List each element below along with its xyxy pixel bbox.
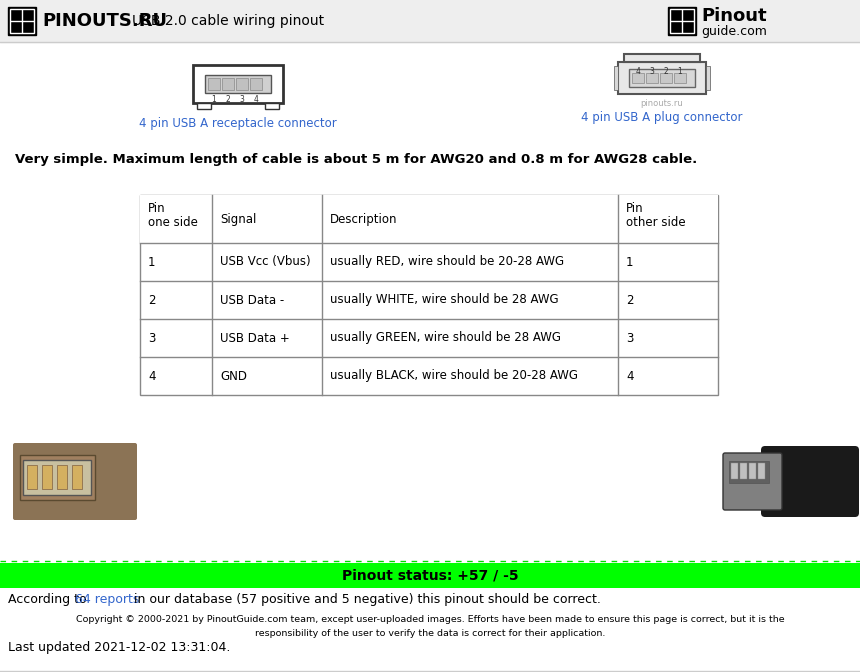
Text: usually GREEN, wire should be 28 AWG: usually GREEN, wire should be 28 AWG (330, 331, 561, 345)
Text: 2: 2 (148, 294, 156, 306)
Bar (618, 62, 706, 94)
Text: 4: 4 (254, 95, 259, 103)
Text: Pin: Pin (626, 202, 643, 216)
Text: guide.com: guide.com (701, 24, 767, 38)
Bar (10, 9, 34, 33)
Text: PINOUTS.RU: PINOUTS.RU (42, 12, 167, 30)
Text: According to: According to (8, 593, 90, 607)
Bar (193, 65, 283, 103)
Bar (140, 195, 718, 395)
Text: pinouts.ru: pinouts.ru (641, 99, 684, 108)
Text: 64 reports: 64 reports (75, 593, 139, 607)
Text: Signal: Signal (220, 212, 256, 226)
Text: 4: 4 (636, 67, 641, 77)
Bar (0, 0, 860, 42)
Bar (8, 7, 36, 35)
Bar (632, 73, 644, 83)
Text: Very simple. Maximum length of cable is about 5 m for AWG20 and 0.8 m for AWG28 : Very simple. Maximum length of cable is … (15, 153, 697, 167)
Text: Pinout status: +57 / -5: Pinout status: +57 / -5 (341, 569, 519, 583)
Text: GND: GND (220, 370, 247, 382)
Text: USB Data -: USB Data - (220, 294, 285, 306)
Text: Pin: Pin (148, 202, 166, 216)
Bar (236, 78, 248, 90)
Text: 2: 2 (626, 294, 634, 306)
Text: USB 2.0 cable wiring pinout: USB 2.0 cable wiring pinout (132, 14, 324, 28)
Text: responsibility of the user to verify the data is correct for their application.: responsibility of the user to verify the… (255, 628, 605, 638)
Bar (670, 9, 694, 33)
FancyBboxPatch shape (13, 443, 137, 520)
Text: usually RED, wire should be 20-28 AWG: usually RED, wire should be 20-28 AWG (330, 255, 564, 269)
Bar (749, 463, 756, 479)
Bar (668, 7, 696, 35)
Text: 4: 4 (148, 370, 156, 382)
Text: 2: 2 (664, 67, 668, 77)
Text: 1: 1 (148, 255, 156, 269)
Text: 3: 3 (649, 67, 654, 77)
Bar (758, 463, 765, 479)
Bar (0, 563, 860, 588)
Bar (614, 66, 618, 90)
Text: Copyright © 2000-2021 by PinoutGuide.com team, except user-uploaded images. Effo: Copyright © 2000-2021 by PinoutGuide.com… (76, 616, 784, 624)
Bar (731, 463, 738, 479)
Bar (140, 195, 718, 243)
Text: 4 pin USB A receptacle connector: 4 pin USB A receptacle connector (139, 116, 337, 130)
Bar (265, 103, 279, 109)
Text: other side: other side (626, 216, 685, 230)
Text: 2: 2 (225, 95, 230, 103)
FancyBboxPatch shape (723, 453, 782, 510)
Bar (674, 73, 686, 83)
Bar (42, 465, 52, 489)
Bar (222, 78, 234, 90)
Bar (729, 461, 769, 483)
Bar (646, 73, 658, 83)
Text: Last updated 2021-12-02 13:31:04.: Last updated 2021-12-02 13:31:04. (8, 640, 230, 653)
Text: 4: 4 (626, 370, 634, 382)
Bar (629, 69, 695, 87)
Bar (20, 455, 95, 500)
Text: usually WHITE, wire should be 28 AWG: usually WHITE, wire should be 28 AWG (330, 294, 559, 306)
Bar (624, 54, 700, 62)
Text: usually BLACK, wire should be 20-28 AWG: usually BLACK, wire should be 20-28 AWG (330, 370, 578, 382)
Text: Description: Description (330, 212, 397, 226)
Bar (250, 78, 262, 90)
Bar (706, 66, 710, 90)
Text: 1: 1 (626, 255, 634, 269)
Text: 4 pin USB A plug connector: 4 pin USB A plug connector (581, 112, 743, 124)
Text: in our database (57 positive and 5 negative) this pinout should be correct.: in our database (57 positive and 5 negat… (130, 593, 601, 607)
Text: USB Data +: USB Data + (220, 331, 290, 345)
Bar (57, 465, 67, 489)
FancyBboxPatch shape (761, 446, 859, 517)
Text: 3: 3 (626, 331, 633, 345)
Bar (208, 78, 220, 90)
Text: Pinout: Pinout (701, 7, 766, 25)
Text: one side: one side (148, 216, 198, 230)
Text: 3: 3 (240, 95, 244, 103)
Bar (740, 463, 747, 479)
Bar (660, 73, 672, 83)
Text: 1: 1 (678, 67, 682, 77)
Text: 1: 1 (212, 95, 217, 103)
Bar (197, 103, 211, 109)
Text: USB Vcc (Vbus): USB Vcc (Vbus) (220, 255, 310, 269)
Bar (205, 75, 271, 93)
Bar (72, 465, 82, 489)
Bar (23, 460, 91, 495)
Text: 3: 3 (148, 331, 156, 345)
Bar (27, 465, 37, 489)
